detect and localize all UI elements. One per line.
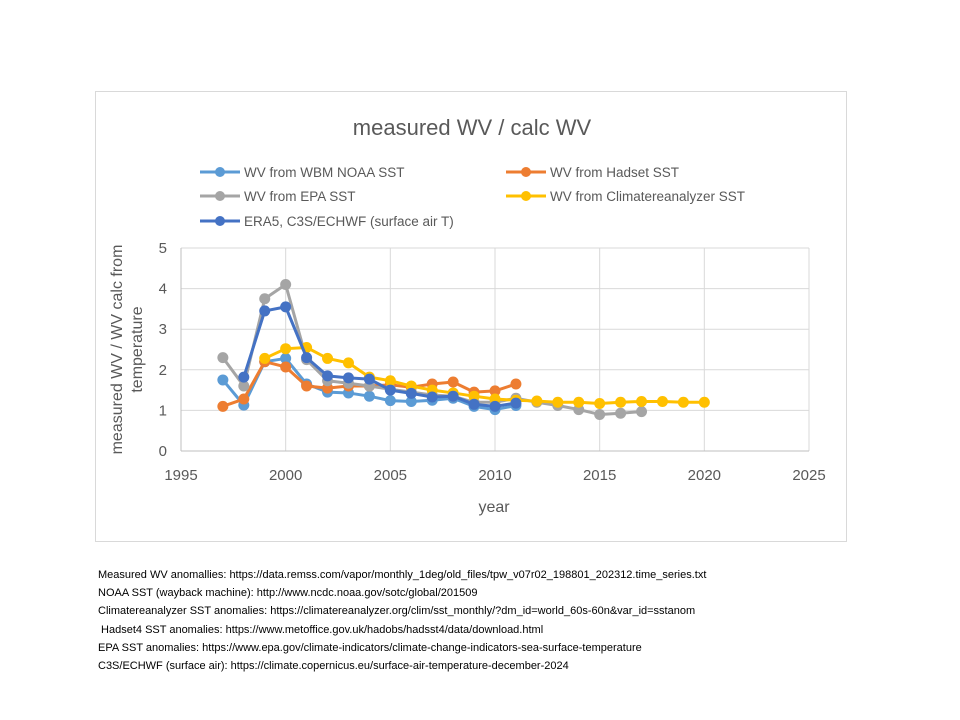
data-point [552,396,564,408]
data-point [280,343,292,355]
data-point [405,387,417,399]
sources-block: Measured WV anomallies: https://data.rem… [98,566,706,675]
data-point [217,374,229,386]
x-tick-label: 2025 [792,467,825,484]
legend-label: WV from Climatereanalyzer SST [550,189,745,204]
data-point [468,390,480,402]
x-axis-label: year [478,499,510,516]
data-point [280,279,292,291]
data-point [259,305,271,317]
legend-swatch-marker [521,191,531,201]
legend-swatch-marker [215,167,225,177]
y-tick-label: 1 [159,402,167,419]
legend-item[interactable]: WV from EPA SST [200,189,356,204]
data-point [384,375,396,387]
legend-label: WV from EPA SST [244,189,356,204]
y-axis-label-line: measured WV / WV calc from [109,245,126,455]
data-point [363,390,375,402]
y-tick-label: 4 [159,281,167,298]
data-point [217,400,229,412]
source-line-epa: EPA SST anomalies: https://www.epa.gov/c… [98,641,642,654]
data-point [259,293,271,305]
source-line-measured-wv: Measured WV anomallies: https://data.rem… [98,569,707,581]
data-point [301,380,313,392]
data-point [447,390,459,402]
data-point [301,352,313,364]
legend-swatch-marker [521,167,531,177]
data-point [405,395,417,407]
data-point [363,373,375,385]
data-point [573,396,585,408]
data-point [677,396,689,408]
data-point [342,372,354,384]
axes: 0 1 2 3 4 5 1995 2000 2005 2010 2015 2020 2025 [159,240,826,484]
data-point [384,384,396,396]
y-tick-label: 3 [159,321,167,338]
y-axis-label: measured WV / WV calc from temperature [109,245,146,455]
series-layer [217,279,710,420]
data-point [322,370,334,382]
legend-label: WV from WBM NOAA SST [244,165,405,180]
x-tick-label: 2010 [478,467,511,484]
data-point [531,395,543,407]
series-line [264,345,705,405]
source-line-noaa: NOAA SST (wayback machine): http://www.n… [98,587,478,600]
y-axis-label-line: temperature [129,306,146,392]
chart-title: measured WV / calc WV [353,115,592,140]
data-point [238,393,250,405]
data-point [510,397,522,409]
data-point [698,396,710,408]
legend-swatch-marker [215,191,225,201]
x-tick-label: 2000 [269,467,302,484]
legend-item[interactable]: WV from WBM NOAA SST [200,165,405,180]
source-line-hadset: Hadset4 SST anomalies: https://www.metof… [98,623,544,636]
source-line-climatereanalyzer: Climatereanalyzer SST anomalies: https:/… [98,605,696,618]
legend-label: ERA5, C3S/ECHWF (surface air T) [244,214,454,229]
data-point [615,396,627,408]
legend-swatch-marker [215,216,225,226]
data-point [259,352,271,364]
data-point [615,407,627,419]
data-point [489,385,501,397]
y-tick-label: 2 [159,362,167,379]
data-point [468,398,480,410]
data-point [280,361,292,373]
data-point [447,376,459,388]
data-point [636,395,648,407]
line-chart: measured WV / calc WV WV from WBM NOAA S… [109,115,826,516]
data-point [594,397,606,409]
legend-item[interactable]: ERA5, C3S/ECHWF (surface air T) [200,214,454,229]
legend-label: WV from Hadset SST [550,165,679,180]
chart-area: measured WV / calc WV WV from WBM NOAA S… [95,91,847,542]
data-point [426,391,438,403]
data-point [238,380,250,392]
legend-item[interactable]: WV from Hadset SST [506,165,679,180]
data-point [238,371,250,383]
y-tick-label: 5 [159,240,167,257]
data-point [636,406,648,418]
data-point [384,395,396,407]
x-tick-label: 2015 [583,467,616,484]
x-tick-label: 2020 [688,467,721,484]
data-point [217,352,229,364]
data-point [280,301,292,313]
series-4 [238,301,522,412]
source-line-c3s: C3S/ECHWF (surface air): https://climate… [98,660,569,673]
data-point [656,395,668,407]
data-point [489,400,501,412]
data-point [322,352,334,364]
legend-item[interactable]: WV from Climatereanalyzer SST [506,189,745,204]
legend: WV from WBM NOAA SST WV from Hadset SST WV… [200,165,745,229]
x-tick-label: 1995 [164,467,197,484]
x-tick-label: 2005 [374,467,407,484]
y-tick-label: 0 [159,443,167,460]
data-point [594,408,606,420]
data-point [280,352,292,364]
gridlines [181,247,810,451]
data-point [342,357,354,369]
data-point [510,378,522,390]
